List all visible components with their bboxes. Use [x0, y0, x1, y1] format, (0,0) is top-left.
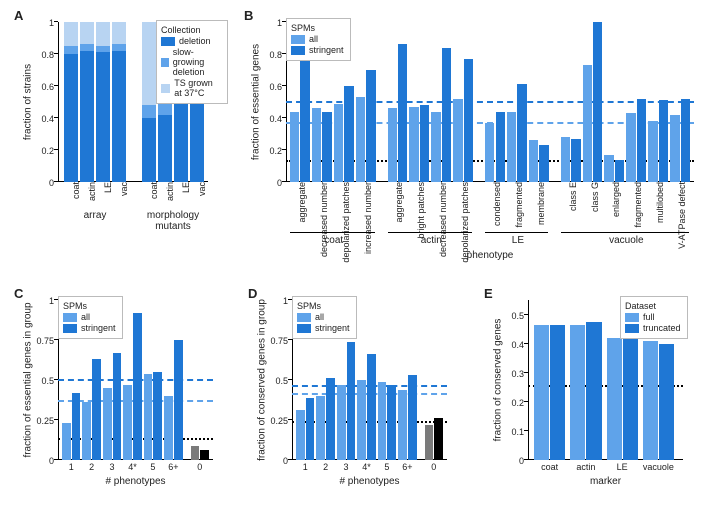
panel-C: C fraction of essential genes in group #…: [18, 290, 228, 510]
panel-E-legend: Dataset full truncated: [620, 296, 688, 339]
panel-A-ylabel: fraction of strains: [23, 64, 34, 140]
panel-B-ylabel: fraction of essential genes: [251, 44, 262, 160]
panel-A: A fraction of strains 00.20.40.60.81coat…: [18, 12, 228, 222]
panel-A-legend: Collection deletion slow-growing deletio…: [156, 20, 228, 104]
panel-D-legend: SPMs all stringent: [292, 296, 357, 339]
panel-C-xlabel: # phenotypes: [105, 476, 165, 487]
panel-C-ylabel: fraction of essential genes in group: [23, 302, 34, 457]
panel-B: B fraction of essential genes 00.20.40.6…: [248, 12, 700, 242]
panel-D-xlabel: # phenotypes: [339, 476, 399, 487]
panel-E-xlabel: marker: [590, 476, 621, 487]
panel-D-ylabel: fraction of conserved genes in group: [257, 299, 268, 461]
panel-E-label: E: [484, 286, 493, 301]
panel-B-label: B: [244, 8, 253, 23]
panel-E: E fraction of conserved genes marker 00.…: [488, 290, 702, 510]
panel-A-label: A: [14, 8, 23, 23]
panel-C-legend: SPMs all stringent: [58, 296, 123, 339]
panel-E-ylabel: fraction of conserved genes: [493, 319, 504, 442]
panel-D: D fraction of conserved genes in group #…: [252, 290, 462, 510]
panel-C-label: C: [14, 286, 23, 301]
panel-B-legend: SPMs all stringent: [286, 18, 351, 61]
